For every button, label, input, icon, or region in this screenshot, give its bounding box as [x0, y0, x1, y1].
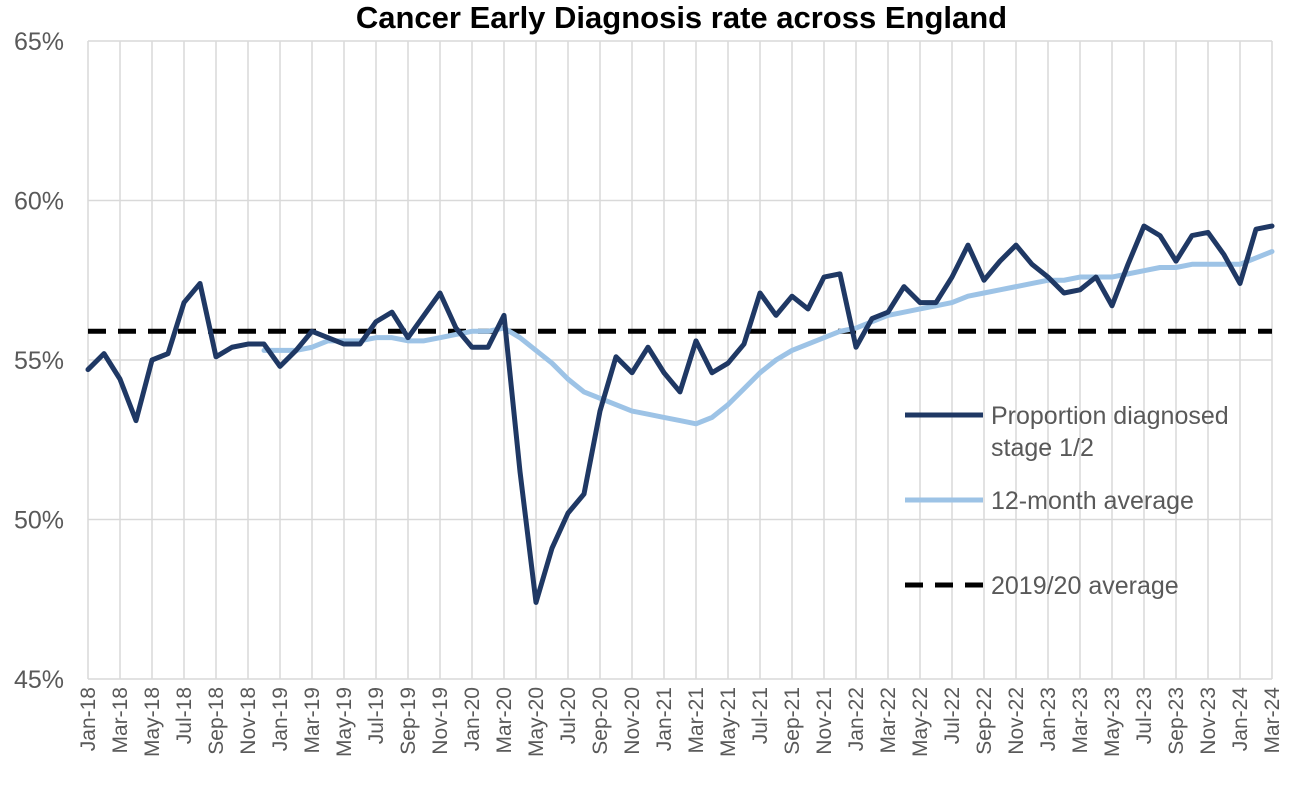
x-tick-label: Jan-21	[653, 687, 676, 751]
x-tick-label: Mar-18	[109, 687, 132, 754]
y-tick-label: 60%	[14, 188, 64, 216]
x-tick-label: May-21	[717, 687, 740, 757]
x-tick-label: Mar-19	[301, 687, 324, 754]
x-tick-label: Jul-20	[557, 687, 580, 744]
legend: Proportion diagnosed stage 1/2 12-month av…	[905, 402, 1229, 600]
y-tick-label: 65%	[14, 28, 64, 56]
x-tick-label: Jul-21	[749, 687, 772, 744]
x-tick-label: Nov-20	[621, 687, 644, 755]
y-tick-label: 55%	[14, 347, 64, 375]
x-tick-label: Jul-22	[941, 687, 964, 744]
y-axis-ticks: 45% 50% 55% 60% 65%	[14, 28, 64, 694]
x-tick-label: Nov-18	[237, 687, 260, 755]
x-tick-label: Sep-18	[205, 687, 228, 755]
x-tick-label: May-19	[333, 687, 356, 757]
x-tick-label: Sep-21	[781, 687, 804, 755]
y-tick-label: 50%	[14, 507, 64, 535]
x-tick-label: Mar-20	[493, 687, 516, 754]
x-tick-label: Jul-18	[173, 687, 196, 744]
x-tick-label: Sep-20	[589, 687, 612, 755]
legend-label-12-month: 12-month average	[991, 487, 1194, 515]
y-tick-label: 45%	[14, 666, 64, 694]
x-tick-label: Sep-19	[397, 687, 420, 755]
x-tick-label: Mar-22	[877, 687, 900, 754]
legend-label-proportion: Proportion diagnosed stage 1/2	[991, 402, 1229, 462]
x-tick-label: May-20	[525, 687, 548, 757]
x-tick-label: Jul-19	[365, 687, 388, 744]
x-tick-label: Jan-23	[1037, 687, 1060, 751]
x-tick-label: Jan-24	[1229, 687, 1252, 752]
series-layer	[85, 223, 1275, 605]
x-tick-label: May-22	[909, 687, 932, 757]
x-tick-label: May-23	[1101, 687, 1124, 757]
series-line-12-month-average	[261, 249, 1275, 427]
x-tick-label: Sep-22	[973, 687, 996, 755]
x-tick-label: Mar-21	[685, 687, 708, 754]
gridlines	[87, 40, 1273, 680]
x-tick-label: Mar-23	[1069, 687, 1092, 754]
legend-label-2019-20: 2019/20 average	[991, 572, 1179, 600]
x-tick-label: Mar-24	[1261, 687, 1284, 754]
series-line-proportion-diagnosed-stage-1-2	[85, 223, 1275, 605]
x-tick-label: Jan-22	[845, 687, 868, 751]
x-axis-ticks: Jan-18 Mar-18 May-18 Jul-18 Sep-18 Nov-18 Jan-…	[77, 687, 1284, 757]
x-tick-label: Jul-23	[1133, 687, 1156, 744]
x-tick-label: Jan-18	[77, 687, 100, 751]
chart-title: Cancer Early Diagnosis rate across Engla…	[355, 0, 1008, 35]
x-tick-label: Jan-20	[461, 687, 484, 751]
x-tick-label: May-18	[141, 687, 164, 757]
x-tick-label: Jan-19	[269, 687, 292, 751]
x-tick-label: Nov-21	[813, 687, 836, 755]
x-tick-label: Sep-23	[1165, 687, 1188, 755]
x-tick-label: Nov-23	[1197, 687, 1220, 755]
x-tick-label: Nov-22	[1005, 687, 1028, 755]
x-tick-label: Nov-19	[429, 687, 452, 755]
